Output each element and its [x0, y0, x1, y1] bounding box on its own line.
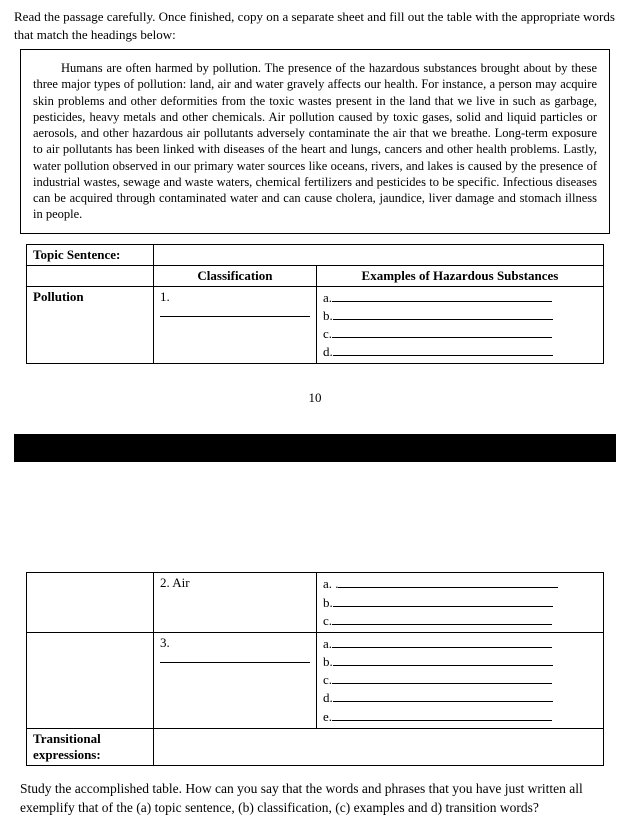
ex1a: a. [323, 290, 332, 305]
classification-3-label: 3. [160, 635, 170, 650]
ex2a: a. . [323, 576, 339, 591]
examples-1[interactable]: a. b. c. d. [316, 286, 603, 364]
ex3e: e. [323, 709, 332, 724]
transitional-cell[interactable] [153, 728, 603, 765]
ex2c: c. [323, 613, 332, 628]
rowhead-blank-3 [27, 632, 154, 728]
classification-3[interactable]: 3. [153, 632, 316, 728]
ex3a: a. [323, 636, 332, 651]
worksheet-table-top: Topic Sentence: Classification Examples … [26, 244, 604, 365]
page-divider [14, 434, 616, 462]
topic-sentence-cell[interactable] [153, 244, 603, 265]
col-examples: Examples of Hazardous Substances [316, 265, 603, 286]
blank[interactable] [332, 636, 552, 648]
rowhead-pollution: Pollution [27, 286, 154, 364]
blank[interactable] [333, 691, 553, 703]
transitional-label: Transitional expressions: [27, 728, 154, 765]
blank[interactable] [160, 305, 310, 317]
rowhead-blank-2 [27, 573, 154, 633]
blank[interactable] [333, 344, 553, 356]
ex3c: c. [323, 672, 332, 687]
blank[interactable] [332, 290, 552, 302]
examples-3[interactable]: a. b. c. d. e. [316, 632, 603, 728]
ex1d: d. [323, 344, 333, 359]
classification-1-label: 1. [160, 289, 170, 304]
worksheet-table-bottom: 2. Air a. . b. c. 3. a. b. c. d. e. Tran… [26, 572, 604, 766]
ex1c: c. [323, 326, 332, 341]
topic-sentence-label: Topic Sentence: [27, 244, 154, 265]
blank[interactable] [332, 673, 552, 685]
ex2b: b. [323, 595, 333, 610]
blank-corner [27, 265, 154, 286]
page-number: 10 [14, 390, 616, 406]
passage-box: Humans are often harmed by pollution. Th… [20, 49, 610, 234]
examples-2[interactable]: a. . b. c. [316, 573, 603, 633]
blank[interactable] [332, 326, 552, 338]
blank[interactable] [333, 595, 553, 607]
blank[interactable] [332, 709, 552, 721]
ex3d: d. [323, 690, 333, 705]
blank[interactable] [338, 577, 558, 589]
classification-1[interactable]: 1. [153, 286, 316, 364]
blank[interactable] [332, 613, 552, 625]
spacer [14, 462, 616, 572]
ex3b: b. [323, 654, 333, 669]
col-classification: Classification [153, 265, 316, 286]
classification-2-label: 2. Air [160, 575, 190, 590]
blank[interactable] [333, 654, 553, 666]
footer-question: Study the accomplished table. How can yo… [20, 780, 610, 818]
blank[interactable] [160, 651, 310, 663]
ex1b: b. [323, 308, 333, 323]
instruction-text: Read the passage carefully. Once finishe… [14, 8, 616, 43]
classification-2[interactable]: 2. Air [153, 573, 316, 633]
blank[interactable] [333, 308, 553, 320]
passage-text: Humans are often harmed by pollution. Th… [33, 60, 597, 223]
